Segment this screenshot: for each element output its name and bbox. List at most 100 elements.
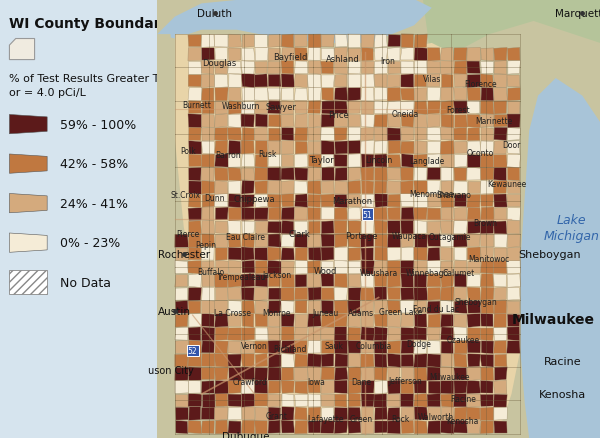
Text: or = 4.0 pCi/L: or = 4.0 pCi/L	[10, 88, 86, 98]
Polygon shape	[387, 314, 401, 327]
Polygon shape	[361, 327, 374, 341]
Polygon shape	[375, 234, 388, 247]
Polygon shape	[334, 88, 347, 101]
Polygon shape	[268, 288, 281, 300]
Polygon shape	[175, 354, 188, 367]
Polygon shape	[188, 208, 202, 221]
Polygon shape	[374, 394, 386, 407]
Polygon shape	[175, 381, 188, 394]
Polygon shape	[254, 128, 268, 141]
Polygon shape	[281, 141, 294, 155]
Polygon shape	[427, 394, 440, 407]
Polygon shape	[415, 234, 427, 248]
Polygon shape	[334, 101, 347, 114]
Polygon shape	[494, 155, 507, 168]
Polygon shape	[308, 195, 321, 208]
Polygon shape	[348, 221, 361, 234]
Text: Dodge: Dodge	[406, 339, 431, 348]
Polygon shape	[281, 341, 295, 354]
Polygon shape	[268, 89, 281, 101]
Polygon shape	[441, 155, 454, 168]
Polygon shape	[400, 142, 414, 154]
Polygon shape	[455, 155, 467, 168]
Polygon shape	[201, 168, 214, 181]
Polygon shape	[423, 0, 600, 66]
Polygon shape	[215, 88, 228, 102]
Polygon shape	[348, 407, 361, 420]
Polygon shape	[241, 341, 254, 354]
Polygon shape	[414, 301, 427, 313]
Polygon shape	[415, 141, 427, 155]
Polygon shape	[507, 301, 520, 314]
Text: Sheboygan: Sheboygan	[455, 298, 497, 307]
Polygon shape	[494, 102, 507, 115]
Polygon shape	[321, 115, 335, 128]
Polygon shape	[228, 288, 242, 300]
Polygon shape	[335, 394, 347, 407]
Polygon shape	[494, 88, 508, 102]
Polygon shape	[481, 367, 494, 381]
Text: Lincoln: Lincoln	[365, 155, 392, 164]
Polygon shape	[362, 48, 373, 62]
Polygon shape	[481, 181, 493, 194]
Polygon shape	[242, 49, 255, 61]
Polygon shape	[467, 75, 481, 88]
Text: 52: 52	[188, 346, 197, 355]
Polygon shape	[202, 102, 214, 114]
Text: Barron: Barron	[215, 151, 241, 160]
Polygon shape	[467, 381, 481, 394]
Text: Calumet: Calumet	[442, 268, 475, 277]
Polygon shape	[308, 62, 321, 75]
Polygon shape	[229, 49, 241, 62]
Polygon shape	[427, 341, 440, 354]
Polygon shape	[349, 367, 361, 381]
Polygon shape	[481, 247, 493, 261]
Polygon shape	[414, 181, 427, 194]
Text: Oneida: Oneida	[392, 110, 419, 118]
Polygon shape	[493, 380, 507, 394]
Polygon shape	[215, 420, 228, 434]
Polygon shape	[334, 208, 347, 221]
Polygon shape	[215, 208, 228, 220]
Polygon shape	[254, 74, 268, 88]
Polygon shape	[241, 274, 254, 287]
Polygon shape	[427, 208, 441, 221]
Polygon shape	[334, 327, 347, 341]
Polygon shape	[400, 235, 413, 247]
Polygon shape	[348, 128, 361, 141]
Text: 0% - 23%: 0% - 23%	[60, 237, 120, 250]
Text: La Crosse: La Crosse	[214, 309, 251, 318]
Polygon shape	[414, 247, 427, 261]
Polygon shape	[202, 381, 214, 393]
Polygon shape	[454, 300, 467, 314]
Polygon shape	[308, 353, 321, 367]
Polygon shape	[256, 222, 268, 235]
Polygon shape	[401, 314, 413, 327]
Polygon shape	[281, 314, 295, 327]
Polygon shape	[268, 261, 281, 274]
Polygon shape	[335, 314, 347, 327]
Polygon shape	[387, 261, 401, 275]
Polygon shape	[414, 407, 428, 420]
Polygon shape	[507, 76, 520, 88]
Polygon shape	[188, 221, 202, 234]
Polygon shape	[388, 221, 400, 234]
Polygon shape	[228, 155, 241, 168]
Polygon shape	[294, 181, 308, 194]
Polygon shape	[388, 341, 401, 354]
Polygon shape	[400, 300, 414, 313]
Polygon shape	[428, 381, 440, 394]
Polygon shape	[242, 407, 255, 420]
Polygon shape	[268, 75, 281, 88]
Polygon shape	[494, 194, 507, 208]
Polygon shape	[361, 155, 374, 168]
Polygon shape	[454, 168, 467, 181]
Polygon shape	[427, 114, 440, 128]
Polygon shape	[229, 102, 242, 115]
Polygon shape	[254, 248, 268, 261]
Text: Fond du Lac: Fond du Lac	[413, 304, 459, 313]
Polygon shape	[10, 115, 47, 134]
Text: Marathon: Marathon	[332, 196, 372, 205]
Polygon shape	[454, 49, 467, 61]
Polygon shape	[241, 141, 254, 155]
